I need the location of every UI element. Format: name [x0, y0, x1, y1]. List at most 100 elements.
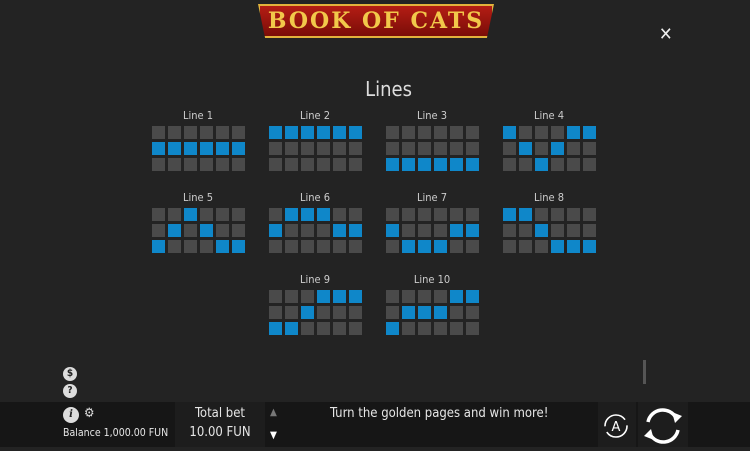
payline-cell	[503, 126, 516, 139]
payline-label: Line 3	[416, 109, 448, 122]
payline-cell	[503, 224, 516, 237]
payline-cell	[386, 208, 399, 221]
payline-cell	[232, 208, 245, 221]
payline-cell	[152, 158, 165, 171]
payline-cell	[317, 306, 330, 319]
payline-cell	[551, 208, 564, 221]
payline-cell	[349, 126, 362, 139]
payline-cell	[519, 208, 532, 221]
payline-cell	[317, 290, 330, 303]
payline-cell	[333, 126, 346, 139]
payline-cell	[583, 158, 596, 171]
spin-icon	[644, 408, 682, 444]
payline-cell	[567, 142, 580, 155]
payline-cell	[567, 158, 580, 171]
payline-cell	[567, 224, 580, 237]
payline-cell	[402, 322, 415, 335]
payline-cell	[232, 142, 245, 155]
payline-cell	[418, 224, 431, 237]
payline-cell	[168, 224, 181, 237]
payline-cell	[184, 158, 197, 171]
payline-label: Line 10	[413, 273, 451, 286]
help-icon[interactable]: ?	[63, 384, 77, 398]
payline-cell	[434, 322, 447, 335]
payline-cell	[519, 158, 532, 171]
payline-cell	[269, 224, 282, 237]
payline-label: Line 9	[299, 273, 331, 286]
payline-cell	[418, 322, 431, 335]
payline: Line 4	[502, 110, 596, 171]
payline-cell	[317, 158, 330, 171]
autoplay-button[interactable]: A	[598, 402, 636, 447]
info-icon[interactable]: i	[63, 407, 79, 423]
payline-cell	[301, 126, 314, 139]
payline: Line 9	[268, 274, 362, 335]
bet-decrease-button[interactable]: ▼	[270, 430, 277, 441]
payline-cell	[285, 208, 298, 221]
payline-cell	[386, 290, 399, 303]
payline-cell	[418, 158, 431, 171]
payline-cell	[535, 224, 548, 237]
payline-cell	[301, 158, 314, 171]
payline-cell	[301, 306, 314, 319]
currency-icon[interactable]: $	[63, 367, 77, 381]
payline-cell	[434, 306, 447, 319]
payline-cell	[333, 306, 346, 319]
settings-gear-icon[interactable]: ⚙	[84, 406, 95, 421]
payline-cell	[333, 208, 346, 221]
payline-cell	[535, 142, 548, 155]
payline-cell	[551, 142, 564, 155]
payline-cell	[200, 208, 213, 221]
payline-cell	[466, 126, 479, 139]
payline-label: Line 1	[182, 109, 214, 122]
payline-cell	[434, 224, 447, 237]
payline-cell	[402, 240, 415, 253]
payline-cell	[402, 158, 415, 171]
message-text: Turn the golden pages and win more!	[330, 406, 549, 421]
payline-cell	[583, 142, 596, 155]
payline-cell	[285, 306, 298, 319]
payline-cell	[466, 208, 479, 221]
payline-cell	[418, 290, 431, 303]
scrollbar[interactable]	[643, 360, 646, 384]
spin-button[interactable]	[638, 402, 688, 447]
payline-cell	[269, 208, 282, 221]
payline-cell	[567, 240, 580, 253]
payline: Line 3	[385, 110, 479, 171]
payline-cell	[466, 306, 479, 319]
payline-cell	[386, 240, 399, 253]
payline-cell	[168, 208, 181, 221]
payline-cell	[434, 158, 447, 171]
payline-cell	[269, 306, 282, 319]
payline-cell	[285, 290, 298, 303]
payline-cell	[285, 240, 298, 253]
payline-cell	[200, 126, 213, 139]
payline-cell	[434, 126, 447, 139]
payline-cell	[450, 306, 463, 319]
payline-cell	[269, 142, 282, 155]
payline-cell	[301, 290, 314, 303]
payline-cell	[450, 322, 463, 335]
close-icon[interactable]: ✕	[659, 24, 673, 45]
svg-text:A: A	[612, 420, 621, 435]
payline-cell	[450, 208, 463, 221]
payline-cell	[450, 290, 463, 303]
payline-label: Line 8	[533, 191, 565, 204]
payline-cell	[317, 208, 330, 221]
balance: Balance 1,000.00 FUN	[63, 427, 169, 439]
payline-cell	[269, 322, 282, 335]
total-bet: Total bet 10.00 FUN	[175, 402, 265, 447]
payline-grid	[269, 290, 362, 335]
payline-cell	[519, 224, 532, 237]
bet-increase-button[interactable]: ▲	[270, 407, 277, 418]
payline-cell	[301, 322, 314, 335]
payline-cell	[535, 208, 548, 221]
payline-cell	[269, 126, 282, 139]
payline-cell	[152, 224, 165, 237]
payline-label: Line 5	[182, 191, 214, 204]
payline-cell	[450, 142, 463, 155]
payline-cell	[418, 142, 431, 155]
payline-cell	[450, 240, 463, 253]
payline-cell	[567, 126, 580, 139]
payline-cell	[386, 142, 399, 155]
